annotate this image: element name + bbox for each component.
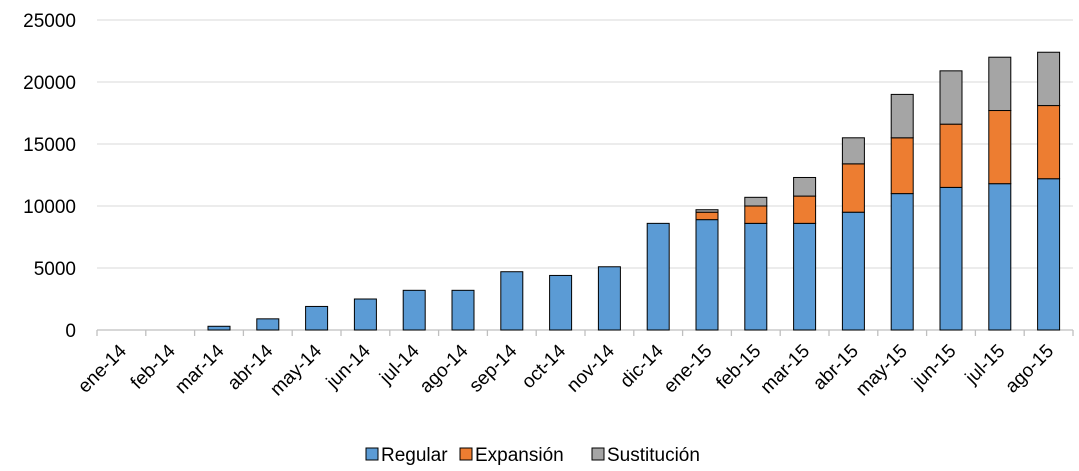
- bar-segment-regular: [988, 183, 1012, 331]
- x-tick-label: feb-14: [127, 340, 180, 393]
- bar-segment-regular: [256, 318, 280, 331]
- x-tick-label: dic-14: [616, 340, 668, 392]
- legend-swatch: [459, 447, 473, 461]
- x-tick-label: mar-15: [757, 341, 814, 398]
- bar-segment-expansión: [939, 123, 963, 188]
- x-tick-label: ago-14: [416, 340, 473, 397]
- x-tick-label: ago-15: [1001, 341, 1058, 398]
- x-tick-label: feb-15: [712, 341, 765, 394]
- bar-segment-expansión: [841, 163, 865, 213]
- x-tick-label: jun-14: [322, 340, 375, 393]
- y-tick-label: 10000: [23, 197, 76, 218]
- bar-segment-regular: [500, 271, 524, 331]
- gridlines: [97, 19, 1073, 269]
- legend-item-regular: Regular: [365, 445, 448, 466]
- bar-segment-sustitución: [1037, 51, 1061, 107]
- bar-segment-sustitución: [988, 56, 1012, 112]
- y-tick-label: 0: [65, 321, 76, 342]
- bar-segment-expansión: [890, 137, 914, 195]
- bar-segment-regular: [1037, 178, 1061, 331]
- y-tick-label: 20000: [23, 73, 76, 94]
- x-tick-label: may-14: [266, 340, 326, 400]
- bar-segment-regular: [939, 186, 963, 331]
- bar-segment-regular: [744, 222, 768, 331]
- y-tick-label: 15000: [23, 135, 76, 156]
- bar-segment-regular: [597, 266, 621, 331]
- bar-segment-regular: [549, 274, 573, 331]
- bar-segment-expansión: [988, 110, 1012, 185]
- bar-segment-regular: [451, 289, 475, 331]
- bar-segment-regular: [646, 222, 670, 331]
- bar-segment-expansión: [695, 211, 719, 221]
- bar-segment-expansión: [744, 205, 768, 224]
- bar-segment-sustitución: [744, 196, 768, 207]
- legend-item-sustitución: Sustitución: [591, 445, 700, 466]
- legend-swatch: [591, 447, 605, 461]
- bar-segment-sustitución: [695, 209, 719, 213]
- bar-segment-sustitución: [793, 176, 817, 197]
- bar-segment-regular: [890, 193, 914, 331]
- bar-segment-regular: [305, 305, 329, 331]
- bar-segment-regular: [695, 219, 719, 331]
- bar-segment-expansión: [1037, 105, 1061, 180]
- y-tick-label: 25000: [23, 11, 76, 32]
- y-tick-label: 5000: [34, 259, 76, 280]
- bar-segment-regular: [207, 325, 231, 331]
- bar-segment-regular: [402, 289, 426, 331]
- bar-segment-regular: [353, 298, 377, 331]
- x-tick-label: oct-14: [518, 340, 570, 392]
- bar-segment-regular: [793, 222, 817, 331]
- x-tick-label: jun-15: [908, 341, 961, 394]
- bar-segment-sustitución: [939, 70, 963, 125]
- x-tick-label: ene-15: [660, 341, 717, 398]
- legend-label: Expansión: [475, 445, 564, 466]
- legend-label: Regular: [381, 445, 448, 466]
- x-tick-label: sep-14: [465, 340, 521, 396]
- x-tick-label: ene-14: [74, 340, 131, 397]
- bar-segment-sustitución: [841, 137, 865, 165]
- bar-segment-sustitución: [890, 93, 914, 139]
- legend-swatch: [365, 447, 379, 461]
- x-tick-label: nov-14: [563, 340, 619, 396]
- bars: [207, 51, 1061, 331]
- y-tick-labels: 0 5000 10000 15000 20000 25000: [23, 11, 76, 342]
- axes: [96, 329, 1074, 336]
- legend-item-expansión: Expansión: [459, 445, 564, 466]
- bar-segment-expansión: [793, 195, 817, 224]
- x-tick-label: mar-14: [171, 340, 229, 398]
- legend: Regular Expansión Sustitución: [365, 445, 700, 466]
- x-tick-label: may-15: [852, 341, 912, 401]
- bar-segment-regular: [841, 211, 865, 331]
- legend-label: Sustitución: [607, 445, 700, 466]
